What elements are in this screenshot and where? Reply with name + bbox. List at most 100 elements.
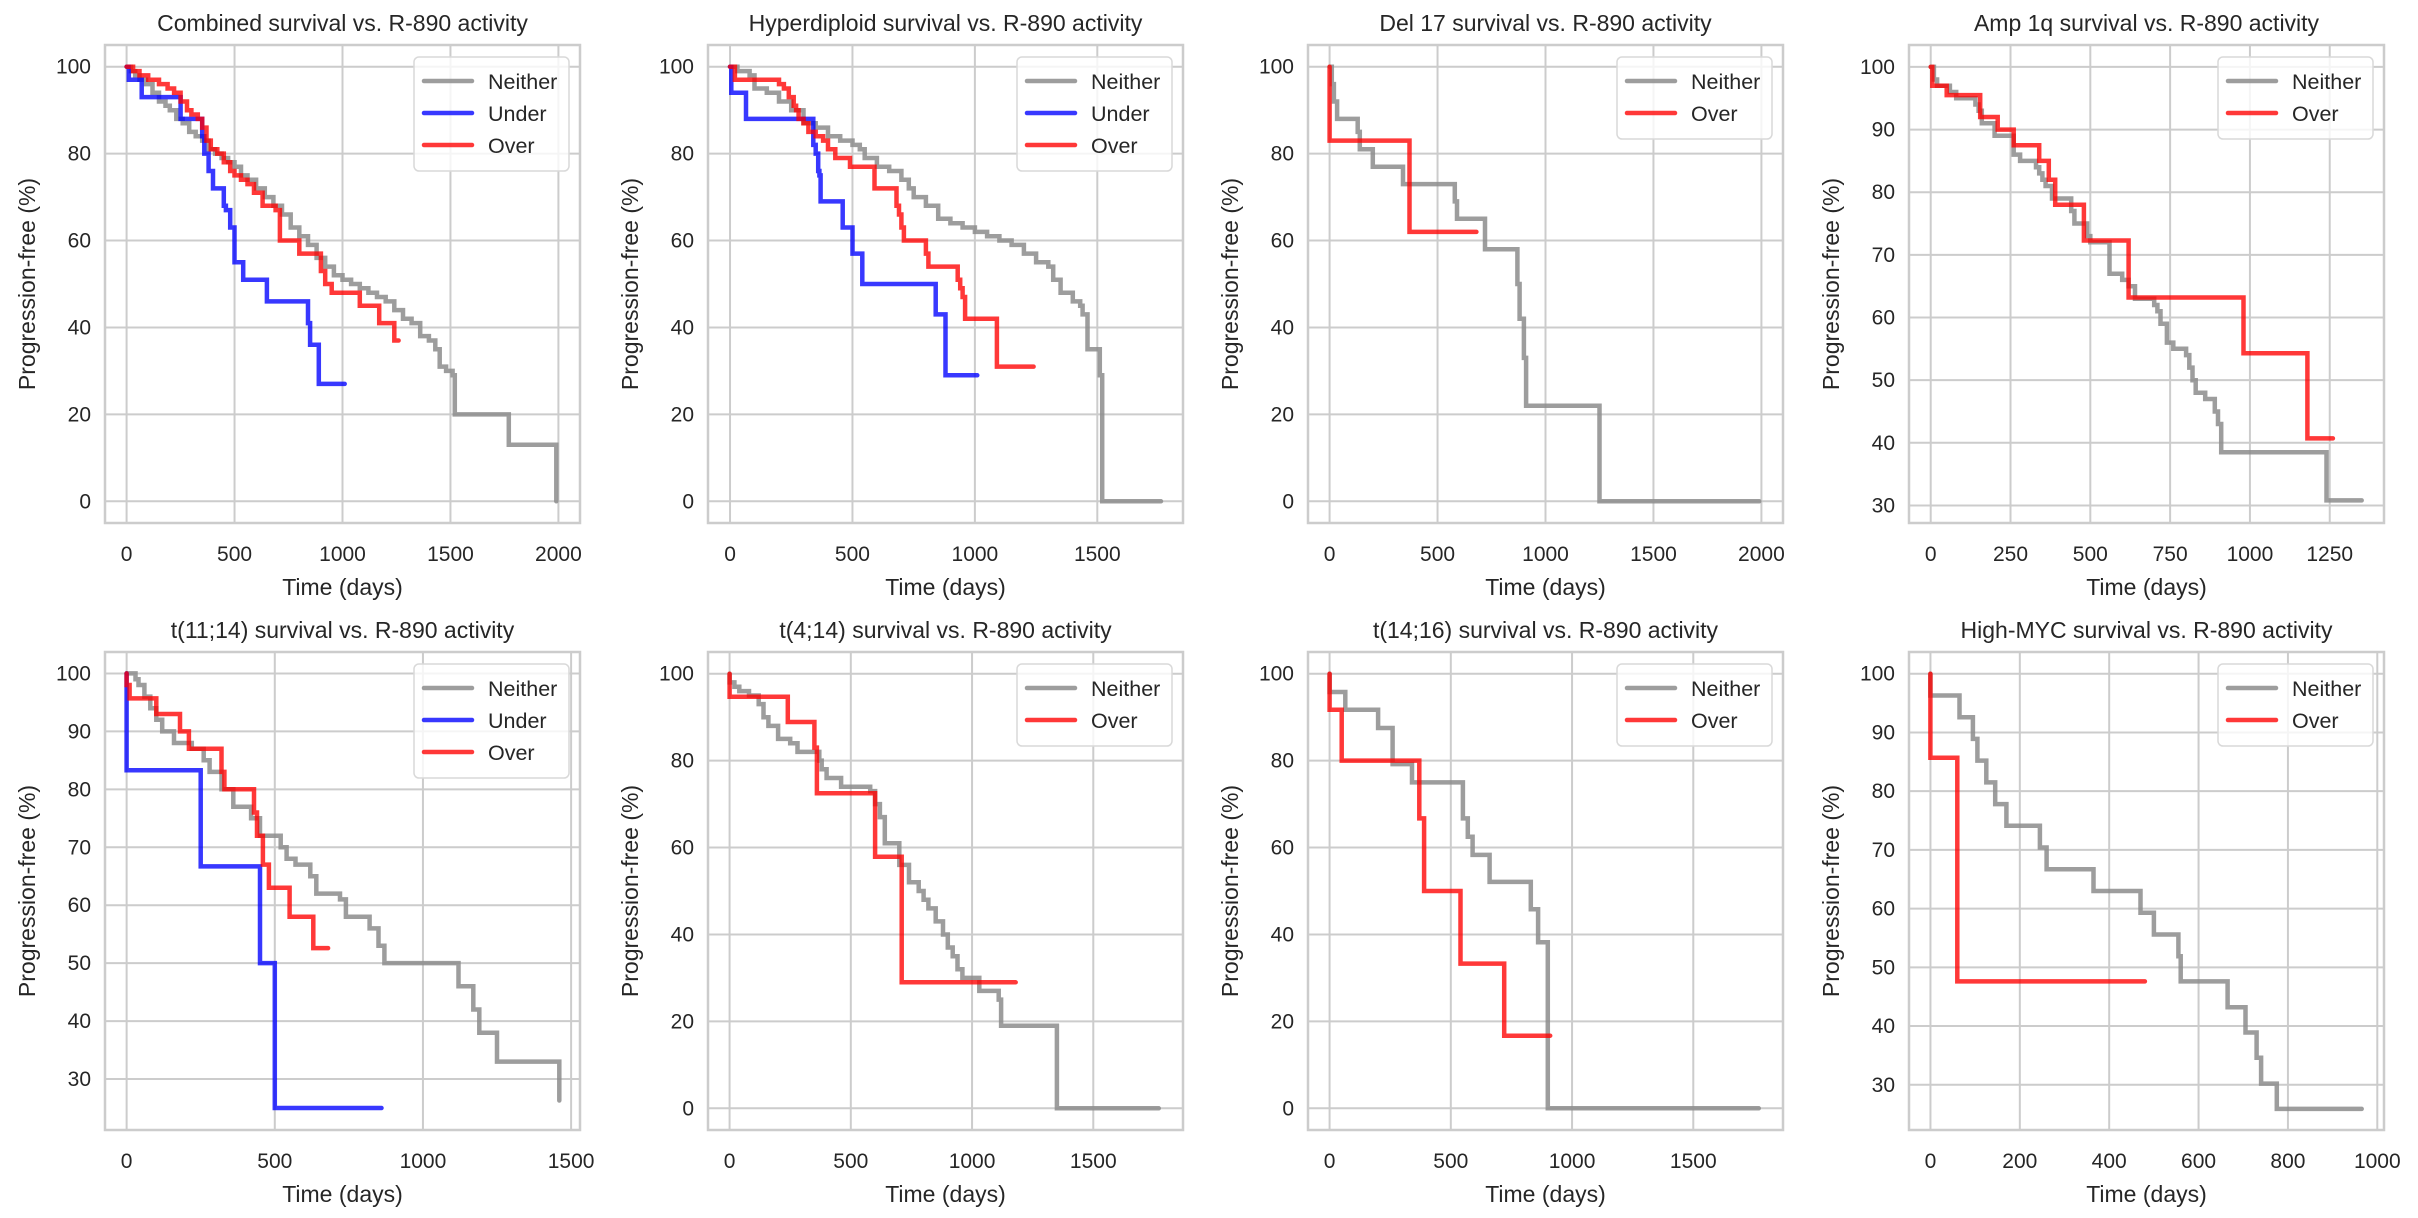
- y-tick-label: 60: [1271, 230, 1294, 253]
- y-tick-label: 100: [1860, 56, 1895, 79]
- legend: Neither Over: [2217, 663, 2374, 747]
- x-tick-label: 200: [2002, 1150, 2037, 1173]
- y-tick-label: 30: [68, 1068, 91, 1091]
- y-axis-label: Progression-free (%): [14, 785, 40, 997]
- series-over-line: [1327, 671, 1553, 1038]
- series-under-line: [727, 64, 980, 378]
- x-axis-label: Time (days): [885, 574, 1006, 600]
- y-tick-label: 80: [1872, 181, 1895, 204]
- legend-label-neither: Neither: [1691, 70, 1760, 94]
- y-tick-label: 0: [79, 490, 91, 513]
- x-axis-label: Time (days): [1485, 1181, 1606, 1207]
- x-tick-label: 500: [1433, 1150, 1468, 1173]
- legend-box: [1616, 663, 1773, 747]
- series-lines: [1327, 64, 1762, 504]
- y-tick-label: 80: [1271, 750, 1294, 773]
- y-tick-label: 20: [671, 403, 694, 426]
- y-tick-label: 40: [1872, 1015, 1895, 1038]
- y-axis-label: Progression-free (%): [617, 785, 643, 997]
- x-tick-label: 500: [217, 543, 252, 566]
- series-lines: [1928, 64, 2364, 503]
- y-tick-label: 40: [68, 316, 91, 339]
- plot-title: Hyperdiploid survival vs. R-890 activity: [749, 10, 1143, 36]
- legend-label-neither: Neither: [1091, 70, 1160, 94]
- x-tick-label: 500: [1420, 543, 1455, 566]
- x-axis-label: Time (days): [2086, 1181, 2207, 1207]
- subplot-7: t(14;16) survival vs. R-890 activity 0 500…: [1217, 617, 1785, 1207]
- y-tick-label: 20: [671, 1010, 694, 1033]
- x-axis-label: Time (days): [282, 1181, 403, 1207]
- x-tick-label: 600: [2181, 1150, 2216, 1173]
- x-tick-label: 1500: [1670, 1150, 1717, 1173]
- y-tick-label: 40: [68, 1010, 91, 1033]
- x-tick-label: 750: [2153, 543, 2188, 566]
- y-tick-label: 0: [682, 490, 694, 513]
- legend-label-neither: Neither: [2292, 677, 2361, 701]
- y-tick-label: 50: [1872, 956, 1895, 979]
- plot-title: Amp 1q survival vs. R-890 activity: [1974, 10, 2320, 36]
- y-tick-label: 60: [1872, 307, 1895, 330]
- subplot-4: Amp 1q survival vs. R-890 activity 0 250 50…: [1818, 10, 2386, 600]
- legend-label-over: Over: [488, 741, 535, 765]
- x-tick-label: 500: [2073, 543, 2108, 566]
- legend-label-over: Over: [1091, 134, 1138, 158]
- axes-frame: [1907, 43, 2386, 525]
- plot-title: t(11;14) survival vs. R-890 activity: [171, 617, 515, 643]
- x-axis-label: Time (days): [1485, 574, 1606, 600]
- y-tick-label: 90: [68, 720, 91, 743]
- legend-box: [1616, 56, 1773, 140]
- legend-box: [413, 663, 570, 779]
- x-tick-label: 0: [1925, 543, 1937, 566]
- y-tick-label: 20: [68, 403, 91, 426]
- y-tick-label: 40: [671, 316, 694, 339]
- y-axis-label: Progression-free (%): [617, 178, 643, 390]
- axes-frame: [103, 43, 582, 525]
- legend-box: [413, 56, 570, 172]
- series-over-line: [1928, 64, 2336, 441]
- y-tick-label: 30: [1872, 1074, 1895, 1097]
- plot-title: High-MYC survival vs. R-890 activity: [1961, 617, 2333, 643]
- legend-label-over: Over: [488, 134, 535, 158]
- y-tick-label: 100: [1259, 663, 1294, 686]
- x-tick-label: 2000: [1738, 543, 1785, 566]
- series-neither-line: [124, 671, 562, 1103]
- legend-label-neither: Neither: [488, 677, 557, 701]
- legend: Neither Under Over: [413, 663, 570, 779]
- y-tick-label: 20: [1271, 403, 1294, 426]
- x-tick-label: 1000: [2354, 1150, 2401, 1173]
- y-tick-label: 40: [1872, 432, 1895, 455]
- series-neither-line: [1928, 671, 2364, 1112]
- legend-label-over: Over: [1691, 102, 1738, 126]
- legend-label-neither: Neither: [1691, 677, 1760, 701]
- axes-frame: [706, 650, 1185, 1132]
- legend-label-under: Under: [488, 709, 547, 733]
- y-tick-label: 80: [1872, 780, 1895, 803]
- y-axis-label: Progression-free (%): [1217, 785, 1243, 997]
- subplot-1: Combined survival vs. R-890 activity 0 500…: [14, 10, 582, 600]
- subplot-2: Hyperdiploid survival vs. R-890 activity…: [617, 10, 1185, 600]
- x-tick-label: 0: [724, 543, 736, 566]
- series-under-line: [124, 64, 347, 387]
- plot-title: t(4;14) survival vs. R-890 activity: [779, 617, 1112, 643]
- series-neither-line: [1327, 671, 1762, 1111]
- series-neither-line: [727, 671, 1162, 1111]
- y-tick-label: 40: [671, 923, 694, 946]
- legend: Neither Over: [1616, 663, 1773, 747]
- y-tick-label: 80: [68, 143, 91, 166]
- y-tick-label: 90: [1872, 721, 1895, 744]
- axes-frame: [1306, 43, 1785, 525]
- series-neither-line: [1327, 64, 1762, 504]
- x-tick-label: 1000: [400, 1150, 447, 1173]
- y-tick-label: 0: [682, 1097, 694, 1120]
- y-tick-label: 60: [1872, 898, 1895, 921]
- axes-frame: [1907, 650, 2386, 1132]
- legend: Neither Under Over: [413, 56, 570, 172]
- x-tick-label: 0: [121, 1150, 133, 1173]
- legend-label-neither: Neither: [488, 70, 557, 94]
- legend-label-under: Under: [1091, 102, 1150, 126]
- axes-frame: [1306, 650, 1785, 1132]
- y-tick-label: 100: [659, 663, 694, 686]
- x-tick-label: 250: [1993, 543, 2028, 566]
- x-axis-label: Time (days): [2086, 574, 2207, 600]
